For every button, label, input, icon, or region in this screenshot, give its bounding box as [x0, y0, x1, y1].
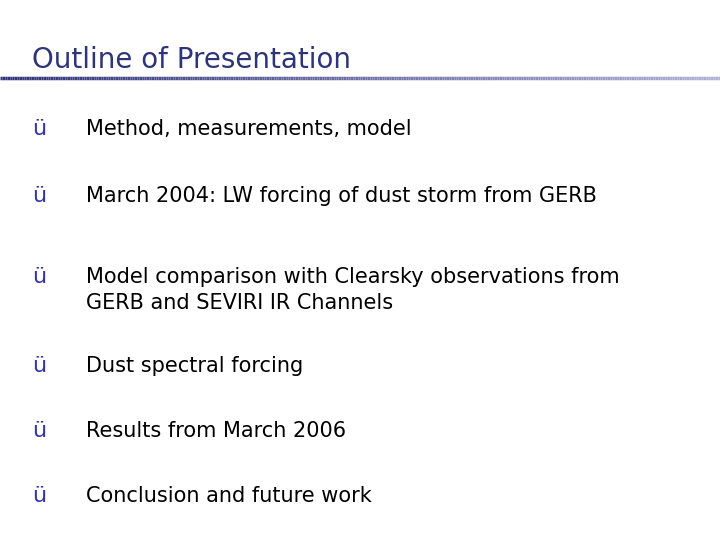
Text: Model comparison with Clearsky observations from
GERB and SEVIRI IR Channels: Model comparison with Clearsky observati… [86, 267, 620, 313]
Text: March 2004: LW forcing of dust storm from GERB: March 2004: LW forcing of dust storm fro… [86, 186, 598, 206]
Text: ü: ü [32, 119, 47, 139]
Text: ü: ü [32, 421, 47, 441]
Text: Method, measurements, model: Method, measurements, model [86, 119, 412, 139]
Text: ü: ü [32, 486, 47, 506]
Text: Outline of Presentation: Outline of Presentation [32, 46, 351, 74]
Text: ü: ü [32, 186, 47, 206]
Text: Conclusion and future work: Conclusion and future work [86, 486, 372, 506]
Text: ü: ü [32, 356, 47, 376]
Text: Dust spectral forcing: Dust spectral forcing [86, 356, 304, 376]
Text: Results from March 2006: Results from March 2006 [86, 421, 346, 441]
Text: ü: ü [32, 267, 47, 287]
